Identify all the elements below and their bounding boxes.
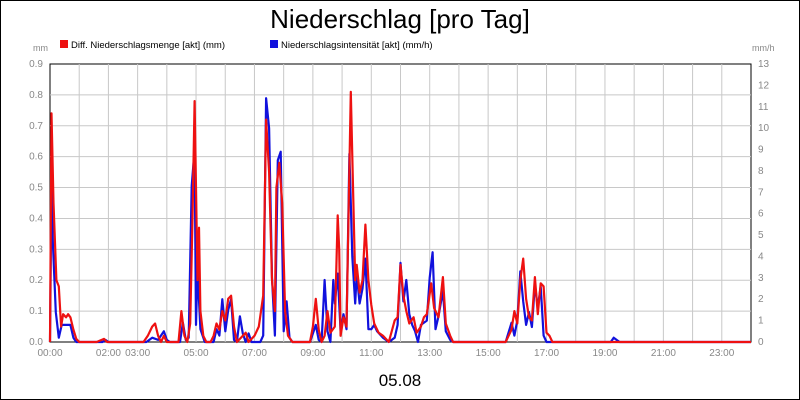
y-left-tick-label: 0.3 <box>29 244 43 255</box>
x-tick-label: 21:00 <box>651 348 676 359</box>
x-tick-label: 19:00 <box>592 348 617 359</box>
x-tick-label: 07:00 <box>242 348 267 359</box>
series-layer <box>48 90 751 344</box>
x-tick-label: 02:00 <box>96 348 121 359</box>
y-right-tick-label: 6 <box>758 209 764 220</box>
y-left-tick-label: 0.6 <box>29 152 43 163</box>
y-left-tick-label: 0.7 <box>29 121 43 132</box>
x-tick-label: 23:00 <box>709 348 734 359</box>
y-left-axis: 0.0 0.1 0.2 0.3 0.4 0.5 0.6 0.7 0.8 0.9 <box>29 59 43 348</box>
y-right-tick-label: 5 <box>758 230 764 241</box>
legend: Diff. Niederschlagsmenge [akt] (mm) Nied… <box>60 40 433 51</box>
x-tick-label: 03:00 <box>125 348 150 359</box>
x-axis: 00:00 02:00 03:00 05:00 07:00 09:00 11:00 13:00… <box>37 348 734 359</box>
y-right-tick-label: 10 <box>758 123 770 134</box>
y-right-tick-label: 1 <box>758 316 764 327</box>
y-right-tick-label: 7 <box>758 187 764 198</box>
x-axis-label: 05.08 <box>379 371 422 390</box>
y-right-tick-label: 3 <box>758 273 764 284</box>
y-right-tick-label: 13 <box>758 59 770 70</box>
legend-label-rain-amount: Diff. Niederschlagsmenge [akt] (mm) <box>71 40 225 51</box>
x-tick-label: 09:00 <box>300 348 325 359</box>
y-left-tick-label: 0.1 <box>29 306 43 317</box>
y-right-tick-label: 4 <box>758 251 764 262</box>
y-right-unit: mm/h <box>752 43 775 53</box>
y-right-tick-label: 11 <box>758 102 769 113</box>
y-left-tick-label: 0.5 <box>29 183 43 194</box>
y-left-tick-label: 0.2 <box>29 275 43 286</box>
y-right-tick-label: 0 <box>758 337 764 348</box>
y-right-tick-label: 12 <box>758 80 770 91</box>
y-left-tick-label: 0.8 <box>29 90 43 101</box>
x-tick-label: 11:00 <box>359 348 384 359</box>
legend-swatch-rain-intensity <box>270 40 278 48</box>
y-right-tick-label: 8 <box>758 166 764 177</box>
series-line-rain-amount <box>48 90 751 344</box>
y-left-tick-label: 0.4 <box>29 213 43 224</box>
x-tick-label: 05:00 <box>184 348 209 359</box>
x-tick-label: 13:00 <box>417 348 442 359</box>
y-left-tick-label: 0.9 <box>29 59 43 70</box>
y-left-tick-label: 0.0 <box>29 337 43 348</box>
legend-label-rain-intensity: Niederschlagsintensität [akt] (mm/h) <box>281 40 433 51</box>
legend-swatch-rain-amount <box>60 40 68 48</box>
x-tick-label: 15:00 <box>476 348 501 359</box>
x-tick-label: 17:00 <box>534 348 559 359</box>
y-left-unit: mm <box>33 43 48 53</box>
x-tick-label: 00:00 <box>37 348 62 359</box>
y-right-tick-label: 9 <box>758 145 764 156</box>
y-right-tick-label: 2 <box>758 294 764 305</box>
chart-title: Niederschlag [pro Tag] <box>270 4 530 34</box>
